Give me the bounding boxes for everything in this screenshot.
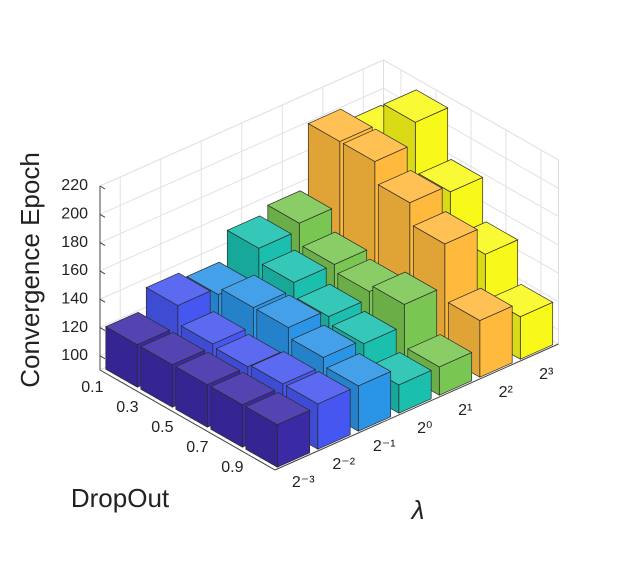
bar-top <box>140 331 206 366</box>
x-tick-label: 2² <box>499 384 514 401</box>
z-tick-label: 100 <box>61 347 88 364</box>
z-tick <box>99 270 106 275</box>
bar-top <box>418 159 484 193</box>
bar-top <box>105 311 171 346</box>
bar-top <box>250 351 316 385</box>
grid-line <box>99 59 384 187</box>
grid-line <box>383 59 559 161</box>
bar-top <box>326 353 392 387</box>
labels: 100 120 140 160 180 200 220 0.1 0.3 0.5 0.7 0.9 2⁻³ 2… <box>61 177 554 491</box>
y-tick-label: 0.1 <box>81 379 103 396</box>
z-tick <box>99 213 106 218</box>
bar-top <box>145 272 211 306</box>
z-tick-label: 140 <box>61 290 88 307</box>
bar-top <box>210 371 276 406</box>
bar-top <box>221 274 287 308</box>
z-tick-label: 200 <box>61 206 88 223</box>
bar-top <box>377 169 443 204</box>
bar-top <box>447 287 513 321</box>
bar-top <box>285 371 351 405</box>
bar <box>245 391 311 468</box>
bar-top <box>267 190 333 224</box>
x-tick-label: 2¹ <box>458 402 472 419</box>
bar-top <box>261 249 327 283</box>
bar-top <box>407 334 473 368</box>
y-tick-label: 0.5 <box>151 419 173 436</box>
z-tick <box>99 298 106 303</box>
x-tick-label: 2⁰ <box>417 420 432 437</box>
z-tick-label: 120 <box>61 319 88 336</box>
z-tick-label: 160 <box>61 262 88 279</box>
bar-top <box>383 89 449 123</box>
z-tick <box>99 355 106 360</box>
z-axis-label: Convergence Epoch <box>15 152 45 388</box>
bar-top <box>331 310 397 345</box>
z-tick <box>99 185 106 190</box>
z-tick <box>99 327 106 331</box>
bar-top <box>372 271 438 305</box>
bar-top <box>302 231 368 265</box>
x-tick-label: 2³ <box>539 366 554 383</box>
bar-top <box>291 324 357 358</box>
bar-top <box>296 283 362 317</box>
x-axis-label: λ <box>410 495 425 525</box>
y-axis-label: DropOut <box>71 483 170 513</box>
z-tick-label: 220 <box>61 177 88 194</box>
bars <box>105 89 554 468</box>
bar-top <box>412 211 478 245</box>
bar-top <box>245 391 311 426</box>
bar-top <box>226 215 292 249</box>
y-tick-label: 0.3 <box>116 399 138 416</box>
grid-line <box>99 87 384 215</box>
bar-top <box>215 333 281 368</box>
x-tick-label: 2⁻² <box>332 456 355 473</box>
z-tick <box>99 242 106 247</box>
y-tick-label: 0.9 <box>221 459 243 476</box>
bar <box>447 287 513 378</box>
y-tick-label: 0.7 <box>186 439 208 456</box>
x-tick-label: 2⁻³ <box>292 474 315 491</box>
z-tick-label: 180 <box>61 234 88 251</box>
bar-top <box>307 108 373 142</box>
x-axis <box>274 343 559 471</box>
bar-top <box>175 351 241 386</box>
x-tick-label: 2⁻¹ <box>373 438 396 455</box>
bar-top <box>342 128 408 162</box>
bar-top <box>180 311 246 345</box>
y-axis <box>99 369 276 471</box>
bar-top <box>256 294 322 328</box>
